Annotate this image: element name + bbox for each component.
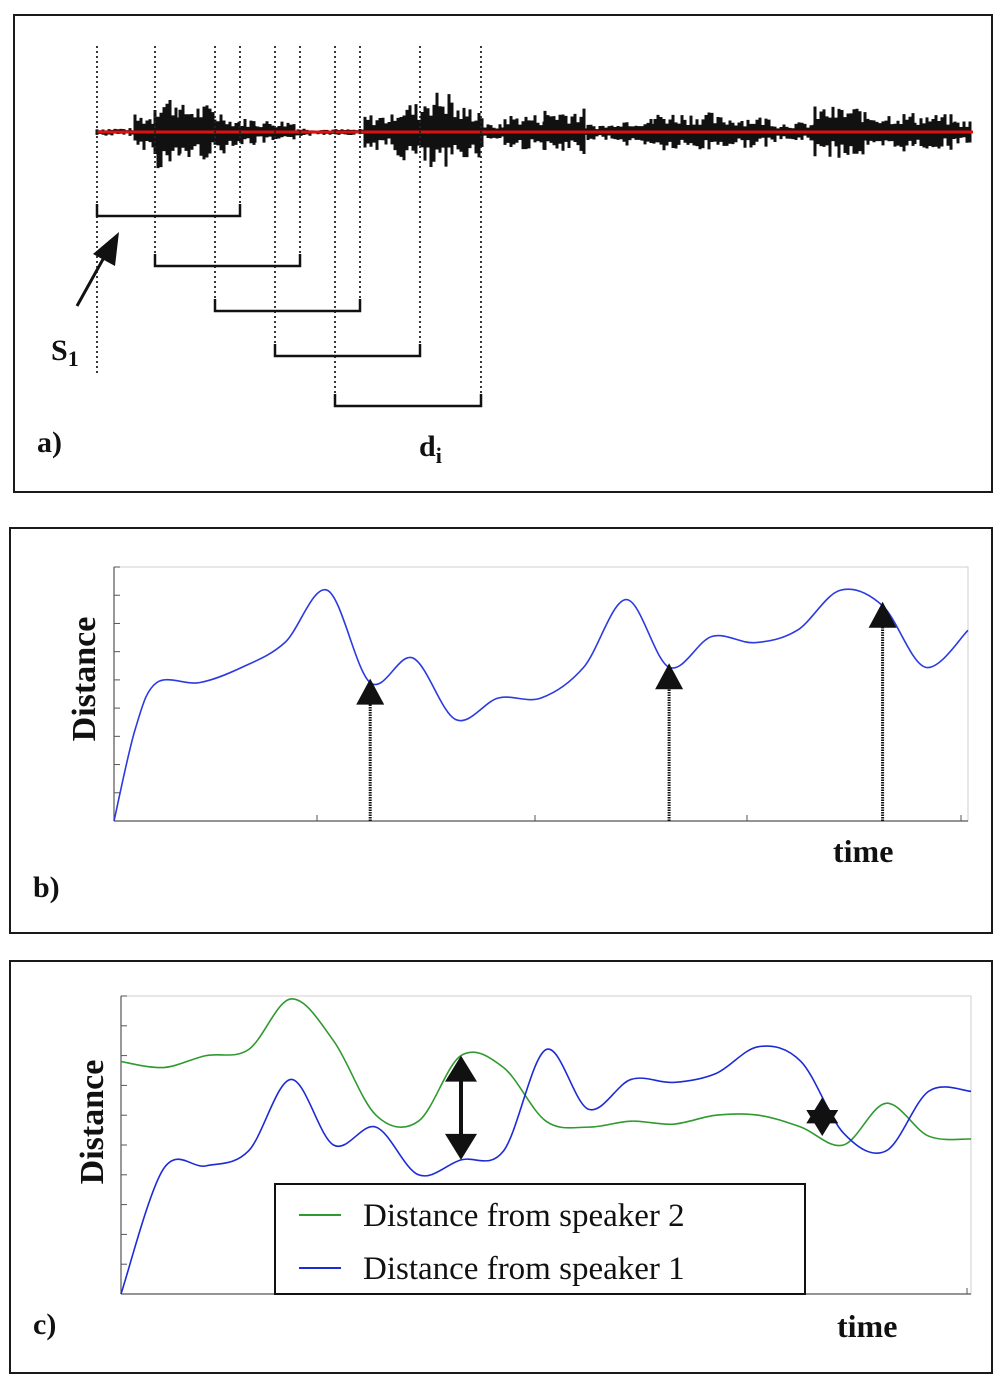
peak-arrow-head <box>868 601 897 628</box>
speaker-2-curve <box>120 998 972 1147</box>
panel-a-label: a) <box>37 426 62 459</box>
window-bracket <box>213 299 362 313</box>
window-bracket <box>273 344 422 358</box>
s1-arrow <box>75 232 119 307</box>
gap-arrow-head <box>445 1055 477 1082</box>
two-speaker-chart: Distance from speaker 2 Distance from sp… <box>33 995 972 1344</box>
x-axis-label: time <box>837 1308 897 1344</box>
gap-arrow-head <box>445 1133 477 1160</box>
legend-entry-speaker-2: Distance from speaker 2 <box>363 1198 685 1234</box>
peak-arrows <box>356 601 897 821</box>
panel-a-waveform: S1 di a) <box>13 14 993 493</box>
s1-label: S1 <box>51 334 79 371</box>
di-label: di <box>419 430 442 468</box>
plot-frame <box>113 566 969 822</box>
distance-curve <box>113 588 969 822</box>
window-bracket <box>153 254 302 268</box>
speech-waveform <box>95 92 972 169</box>
panel-c-two-speaker-plot: Distance from speaker 2 Distance from sp… <box>9 960 993 1374</box>
y-axis-label: Distance <box>66 617 103 742</box>
window-brackets <box>95 204 483 408</box>
gap-arrow-head <box>806 1110 839 1137</box>
x-axis-label: time <box>833 833 893 869</box>
panel-b-distance-plot: Distance time b) <box>9 527 993 934</box>
gap-arrows <box>445 1055 839 1160</box>
chart-axes <box>113 566 969 822</box>
window-bracket <box>95 204 242 218</box>
waveform-bars <box>95 92 972 169</box>
peak-arrow-head <box>655 663 684 690</box>
y-axis-label: Distance <box>74 1060 111 1185</box>
panel-b-label: b) <box>33 871 60 904</box>
peak-arrow-head <box>356 678 385 705</box>
legend: Distance from speaker 2 Distance from sp… <box>274 1183 806 1295</box>
legend-entry-speaker-1: Distance from speaker 1 <box>363 1251 685 1287</box>
waveform-diagram: S1 di a) <box>37 46 973 468</box>
window-bracket <box>333 394 483 408</box>
panel-c-label: c) <box>33 1308 56 1341</box>
window-boundaries <box>96 46 482 406</box>
distance-chart: Distance time b) <box>33 566 969 904</box>
